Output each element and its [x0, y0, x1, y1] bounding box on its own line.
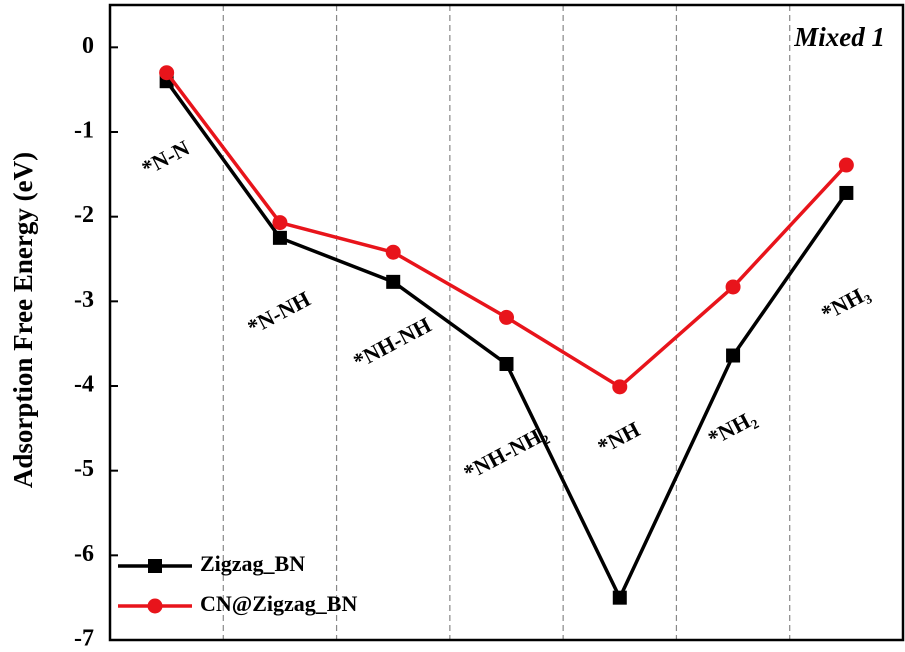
legend-marker: [147, 598, 163, 614]
y-tick-label: 0: [82, 33, 94, 59]
category-label: *NH: [593, 416, 644, 459]
marker: [499, 309, 514, 325]
legend-label: CN@Zigzag_BN: [200, 591, 357, 616]
y-tick-label: -4: [74, 372, 94, 398]
legend-label: Zigzag_BN: [200, 551, 305, 576]
marker: [272, 230, 287, 245]
y-tick-label: -7: [74, 626, 94, 652]
marker: [386, 274, 401, 289]
marker: [159, 65, 175, 81]
category-label: *NH₃: [817, 280, 874, 326]
marker: [499, 356, 514, 371]
category-label: *N-NH: [243, 286, 314, 340]
marker: [839, 185, 854, 200]
series-line: [165, 80, 848, 602]
y-tick-label: -2: [74, 202, 94, 228]
category-label: *NH₂: [704, 405, 761, 451]
y-tick-label: -3: [74, 287, 94, 313]
marker: [726, 348, 741, 363]
y-tick-label: -5: [74, 456, 94, 482]
plot-frame: [108, 3, 905, 642]
y-axis-label: Adsorption Free Energy (eV): [8, 152, 38, 488]
marker: [272, 215, 288, 231]
marker: [725, 279, 741, 295]
legend-marker: [148, 559, 162, 573]
marker: [612, 379, 628, 395]
category-label: *NH-NH: [349, 312, 435, 374]
marker: [838, 157, 854, 173]
category-label: *N-N: [138, 135, 194, 181]
y-tick-label: -6: [74, 541, 94, 567]
marker: [385, 244, 401, 260]
marker: [612, 590, 627, 605]
y-tick-label: -1: [74, 118, 94, 144]
annotation: Mixed 1: [793, 22, 885, 52]
